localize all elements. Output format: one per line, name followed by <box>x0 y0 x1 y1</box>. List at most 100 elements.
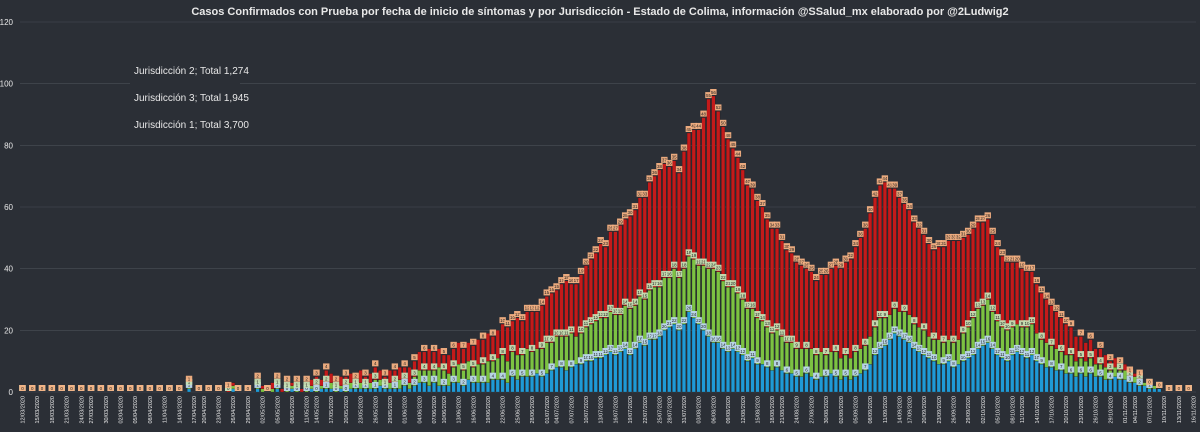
data-label: 9 <box>940 357 947 364</box>
bar-segment <box>446 385 451 393</box>
svg-text:0: 0 <box>158 386 161 391</box>
bar-segment <box>990 348 995 393</box>
data-label: 5 <box>538 369 546 376</box>
x-tick-label: 11/04/2020 <box>163 396 169 423</box>
data-label: 42 <box>871 190 879 197</box>
svg-text:22: 22 <box>706 262 712 267</box>
bar-segment <box>740 169 745 300</box>
bar-segment <box>486 333 490 362</box>
svg-text:8: 8 <box>531 346 534 351</box>
data-label: 6 <box>1087 366 1094 373</box>
svg-text:10: 10 <box>966 321 972 326</box>
bar-segment <box>348 373 353 383</box>
data-label: 10 <box>876 311 884 317</box>
data-label: 9 <box>793 341 800 348</box>
bar-segment <box>789 342 794 374</box>
data-label: 12 <box>514 311 521 317</box>
svg-text:20: 20 <box>730 281 736 286</box>
data-label: 0 <box>136 385 144 391</box>
data-label: 8 <box>1038 332 1045 339</box>
data-label: 0 <box>283 385 291 391</box>
bar-segment <box>1088 373 1093 393</box>
data-label: 8 <box>891 301 898 308</box>
bar-segment <box>329 373 334 383</box>
bar-segment <box>456 382 461 393</box>
bar-segment <box>1059 317 1064 353</box>
bar-segment <box>731 287 735 349</box>
bar-segment <box>1005 361 1010 393</box>
svg-text:14: 14 <box>721 343 727 348</box>
svg-text:17: 17 <box>652 281 658 286</box>
svg-text:42: 42 <box>740 164 746 169</box>
svg-text:5: 5 <box>443 364 446 369</box>
svg-text:1: 1 <box>286 383 289 388</box>
data-label: 12 <box>969 348 977 354</box>
svg-text:1: 1 <box>364 383 367 388</box>
svg-text:43: 43 <box>877 179 883 184</box>
svg-text:13: 13 <box>917 346 923 351</box>
svg-text:9: 9 <box>903 306 906 311</box>
bar-segment <box>471 382 476 393</box>
svg-text:10: 10 <box>588 355 594 360</box>
data-label: 0 <box>127 385 134 391</box>
data-labels: 0000000000000000000000000000000000000000… <box>19 89 1192 391</box>
bar-segment <box>976 348 980 393</box>
bar-segment <box>912 222 917 325</box>
bar-segment <box>819 351 824 377</box>
svg-text:0: 0 <box>198 386 201 391</box>
svg-text:19: 19 <box>579 269 585 274</box>
data-label: 1 <box>225 381 232 388</box>
bar-segment <box>691 317 696 393</box>
bar-segment <box>799 265 804 349</box>
data-label: 16 <box>646 283 653 290</box>
svg-text:5: 5 <box>795 370 798 375</box>
svg-text:32: 32 <box>946 235 952 240</box>
bar-segment <box>486 361 490 383</box>
svg-text:34: 34 <box>770 222 776 227</box>
svg-text:7: 7 <box>1050 340 1053 345</box>
svg-text:9: 9 <box>580 358 583 363</box>
svg-text:0: 0 <box>227 386 230 391</box>
data-label: 17 <box>572 277 580 284</box>
svg-text:14: 14 <box>985 293 991 298</box>
data-label: 16 <box>710 335 717 342</box>
bar-segment <box>804 268 809 349</box>
x-tick-label: 07/06/2020 <box>432 396 438 424</box>
bar-segment <box>1147 388 1152 393</box>
bar-segment <box>339 385 343 390</box>
data-label: 26 <box>607 224 614 231</box>
x-tick-label: 29/09/2020 <box>966 396 972 424</box>
bar-segment <box>574 336 579 365</box>
svg-text:44: 44 <box>735 151 741 156</box>
bar-segment <box>613 231 618 316</box>
bar-segment <box>721 280 726 349</box>
svg-text:5: 5 <box>531 370 534 375</box>
svg-text:10: 10 <box>745 355 751 360</box>
data-label: 0 <box>313 385 320 391</box>
bar-segment <box>544 373 549 393</box>
svg-text:0: 0 <box>315 386 318 391</box>
bar-segment <box>873 354 877 393</box>
data-label: 50 <box>719 119 727 126</box>
svg-text:1: 1 <box>296 383 299 388</box>
data-label: 8 <box>832 344 840 351</box>
svg-text:18: 18 <box>1024 266 1030 271</box>
data-label: 27 <box>798 258 805 265</box>
data-label: 0 <box>1165 385 1173 391</box>
bar-segment <box>971 228 975 319</box>
bar-segment <box>941 246 946 343</box>
data-label: 23 <box>602 240 609 247</box>
bar-segment <box>309 385 314 390</box>
x-tick-label: 22/07/2020 <box>643 396 649 424</box>
bar-segment <box>1123 370 1127 380</box>
svg-text:29: 29 <box>838 262 844 267</box>
bar-segment <box>701 117 706 266</box>
bar-segment <box>711 95 716 269</box>
bar-segment <box>1142 382 1147 386</box>
bar-segment <box>1064 324 1069 356</box>
svg-text:12: 12 <box>971 349 977 354</box>
data-label: 21 <box>666 320 673 327</box>
bar-segment <box>789 373 794 393</box>
data-label: 2 <box>411 378 418 385</box>
data-label: 4 <box>1116 372 1124 379</box>
